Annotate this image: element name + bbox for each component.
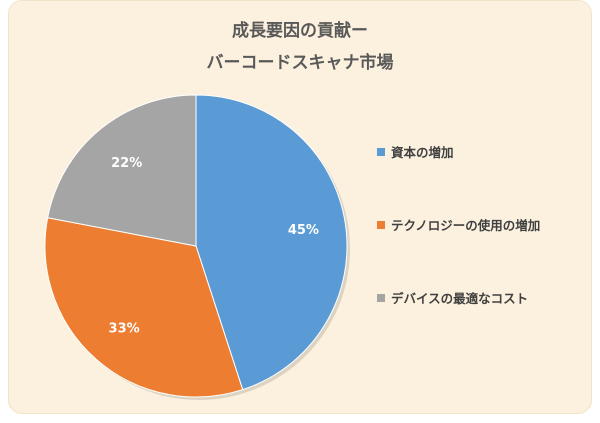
legend-label: 資本の増加 xyxy=(391,145,454,160)
data-label-technology-use: 33% xyxy=(109,322,140,337)
legend-swatch-gray xyxy=(377,293,385,302)
pie-slice-technology-use xyxy=(44,217,244,398)
legend-item-capital-increase: 資本の増加 xyxy=(377,142,454,161)
legend-label: デバイスの最適なコスト xyxy=(391,291,529,306)
pie-slice-capital-increase xyxy=(195,94,348,391)
chart-title: 成長要因の貢献ー xyxy=(232,21,368,41)
chart-subtitle: バーコードスキャナ市場 xyxy=(206,53,394,73)
pie-slice-optimal-cost xyxy=(47,94,197,247)
legend-item-technology-use: テクノロジーの使用の増加 xyxy=(377,215,540,234)
data-label-capital-increase: 45% xyxy=(288,223,319,238)
legend-swatch-orange xyxy=(377,220,385,229)
legend-swatch-blue xyxy=(377,147,385,156)
legend-item-optimal-cost: デバイスの最適なコスト xyxy=(377,288,528,307)
legend-label: テクノロジーの使用の増加 xyxy=(391,218,541,233)
data-label-optimal-cost: 22% xyxy=(111,156,142,171)
